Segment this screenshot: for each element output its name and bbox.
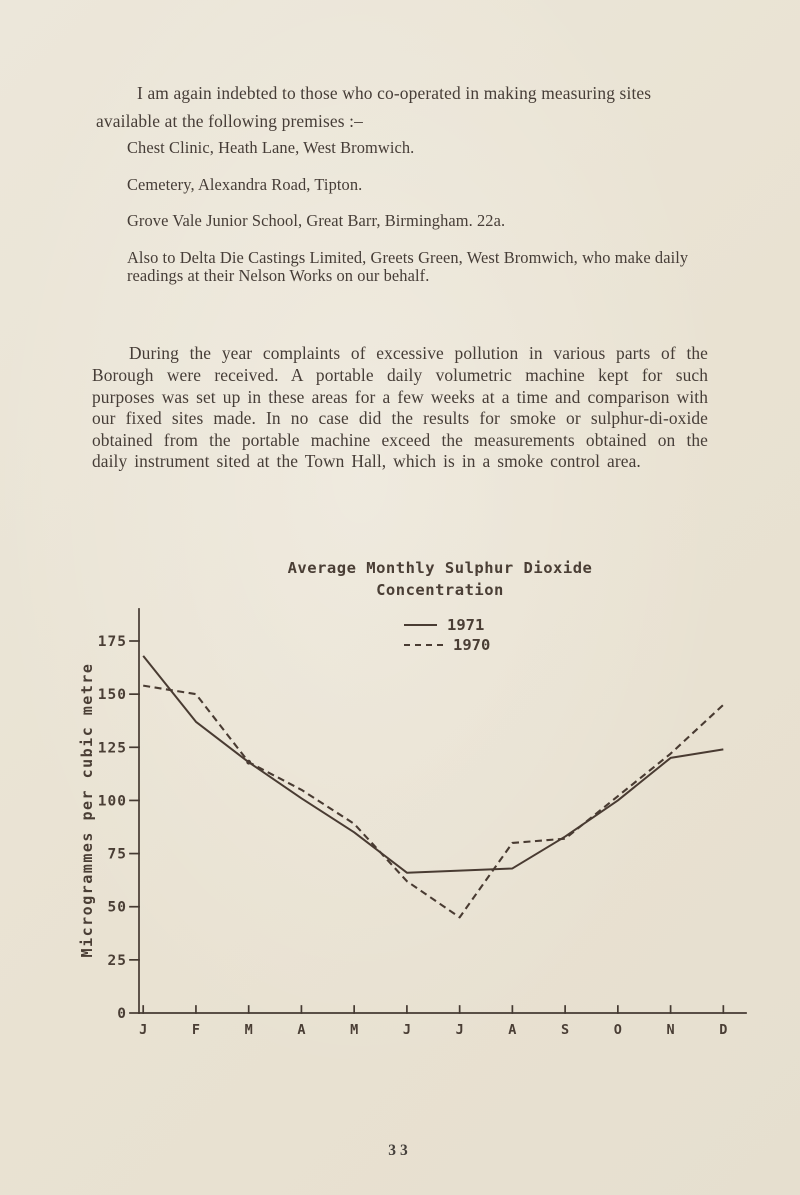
list-item: Chest Clinic, Heath Lane, West Bromwich.: [127, 138, 415, 157]
x-tick-label: A: [508, 1022, 516, 1038]
series-line-1971: [142, 655, 724, 874]
y-tick-label: 0: [117, 1006, 127, 1022]
list-item: Also to Delta Die Castings Limited, Gree…: [127, 247, 689, 285]
solid-line-key-icon: [404, 624, 437, 626]
y-axis-title: Microgrammes per cubic metre: [78, 663, 96, 958]
page-number: 33: [388, 1142, 412, 1159]
legend-label-1971: 1971: [447, 616, 485, 634]
chart-title-line1: Average Monthly Sulphur Dioxide: [287, 559, 593, 577]
y-tick-label: 25: [108, 953, 127, 969]
x-tick-label: S: [561, 1022, 569, 1038]
x-tick-label: M: [350, 1022, 358, 1038]
x-tick-label: M: [245, 1022, 253, 1038]
y-tick-label: 175: [98, 634, 127, 650]
body-paragraph: During the year complaints of excessive …: [92, 343, 708, 472]
chart-legend: 1971 1970: [404, 615, 490, 655]
legend-label-1970: 1970: [453, 636, 491, 654]
line-chart: 0 25 50 75 100 125 150 175 J F M A M J J A S O N D Microgram…: [78, 608, 747, 1038]
x-tick-label: J: [139, 1022, 147, 1038]
series-line-1970: [143, 684, 725, 919]
y-tick-label: 75: [108, 847, 127, 863]
x-tick-label: J: [403, 1022, 411, 1038]
legend-item-1970: 1970: [404, 635, 490, 655]
list-item: Grove Vale Junior School, Great Barr, Bi…: [127, 211, 506, 230]
x-tick-label: F: [192, 1022, 200, 1038]
x-tick-label: D: [719, 1022, 727, 1038]
list-item: Cemetery, Alexandra Road, Tipton.: [127, 174, 363, 194]
x-tick-label: N: [667, 1022, 675, 1038]
y-tick-label: 150: [98, 687, 127, 703]
ink-blot: [246, 759, 252, 765]
legend-item-1971: 1971: [404, 615, 490, 635]
x-tick-label: O: [614, 1022, 622, 1038]
intro-paragraph: I am again indebted to those who co-oper…: [96, 83, 652, 132]
chart-title-line2: Concentration: [376, 581, 504, 599]
y-tick-label: 50: [108, 900, 127, 916]
chart-title: Average Monthly Sulphur Dioxide Concentr…: [250, 557, 630, 601]
y-tick-label: 100: [98, 793, 127, 809]
x-tick-label: A: [297, 1022, 305, 1038]
dashed-line-key-icon: [404, 644, 443, 646]
x-tick-label: J: [456, 1022, 464, 1038]
premises-list: Chest Clinic, Heath Lane, West Bromwich.…: [127, 138, 702, 304]
y-tick-label: 125: [98, 740, 127, 756]
